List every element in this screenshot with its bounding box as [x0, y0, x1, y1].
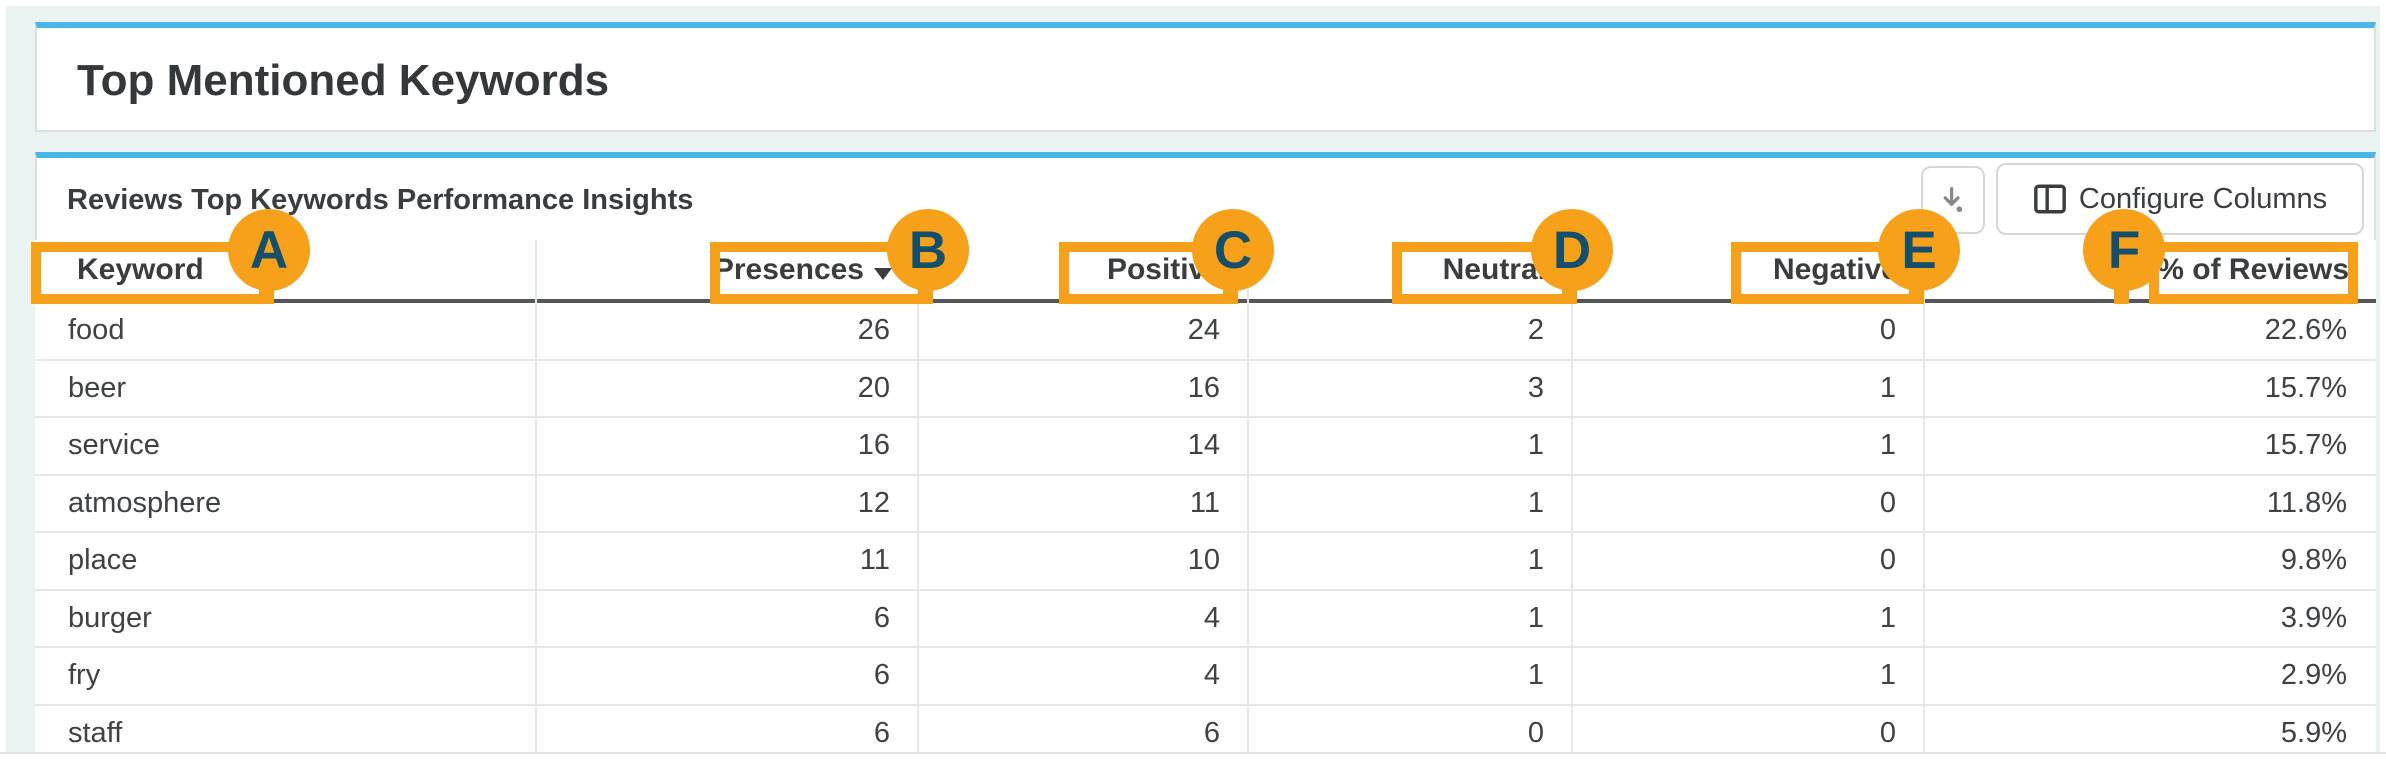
cell-staff-pct_of_reviews: 5.9% — [2280, 716, 2347, 749]
cell-beer-negative: 1 — [1879, 371, 1896, 404]
cell-beer-pct_of_reviews: 15.7% — [2264, 371, 2347, 404]
cell-fry-presences: 6 — [873, 659, 890, 692]
cell-beer-positive: 16 — [1187, 371, 1220, 404]
cell-staff-positive: 6 — [1203, 716, 1220, 749]
cell-service-pct_of_reviews: 15.7% — [2264, 429, 2347, 462]
cell-fry-negative: 1 — [1879, 659, 1896, 692]
cell-service-presences: 16 — [857, 429, 890, 462]
cell-beer-neutral: 3 — [1527, 371, 1544, 404]
cell-atmosphere-negative: 0 — [1879, 486, 1896, 519]
table-row-service: service 16 14 1 1 15.7% — [35, 418, 2376, 476]
column-header-presences[interactable]: Presences — [536, 240, 918, 299]
cell-service-keyword: service — [68, 429, 160, 462]
column-header-label: Presences — [713, 252, 864, 286]
table-row-place: place 11 10 1 0 9.8% — [35, 533, 2376, 591]
marker-box-f — [2149, 242, 2358, 304]
cell-staff-neutral: 0 — [1527, 716, 1544, 749]
cell-staff-presences: 6 — [873, 716, 890, 749]
marker-circle-d: D — [1531, 209, 1613, 291]
column-header-keyword[interactable]: Keyword — [35, 240, 536, 299]
column-separator — [1247, 240, 1249, 754]
cell-food-keyword: food — [68, 314, 125, 347]
configure-columns-button[interactable]: Configure Columns — [1996, 163, 2364, 235]
cell-burger-positive: 4 — [1203, 601, 1220, 634]
download-icon — [1936, 182, 1970, 218]
column-separator — [1923, 240, 1925, 754]
cell-place-pct_of_reviews: 9.8% — [2280, 544, 2347, 577]
cell-burger-neutral: 1 — [1527, 601, 1544, 634]
cell-place-presences: 11 — [859, 544, 890, 577]
table-row-burger: burger 6 4 1 1 3.9% — [35, 590, 2376, 648]
column-header-label: % of Reviews — [2157, 252, 2349, 286]
table-row-staff: staff 6 6 0 0 5.9% — [35, 705, 2376, 760]
cell-beer-keyword: beer — [68, 371, 127, 404]
column-header-label: Negative — [1772, 252, 1898, 286]
cell-food-presences: 26 — [857, 314, 890, 347]
cell-fry-keyword: fry — [68, 659, 101, 692]
table-row-fry: fry 6 4 1 1 2.9% — [35, 648, 2376, 706]
cell-place-negative: 0 — [1879, 544, 1896, 577]
table-row-beer: beer 20 16 3 1 15.7% — [35, 360, 2376, 418]
columns-icon — [2033, 183, 2067, 215]
cell-food-pct_of_reviews: 22.6% — [2264, 314, 2347, 347]
column-header-neutral[interactable]: Neutral — [1248, 240, 1572, 299]
table-row-food: food 26 24 2 0 22.6% — [35, 303, 2376, 361]
cell-atmosphere-keyword: atmosphere — [68, 486, 222, 519]
sort-desc-icon — [874, 267, 892, 280]
cell-burger-pct_of_reviews: 3.9% — [2280, 601, 2347, 634]
cell-atmosphere-pct_of_reviews: 11.8% — [2266, 486, 2347, 519]
column-separator — [535, 240, 537, 754]
marker-circle-e: E — [1878, 209, 1960, 291]
cell-burger-keyword: burger — [68, 601, 152, 634]
marker-circle-a: A — [228, 209, 310, 291]
marker-circle-c: C — [1192, 209, 1274, 291]
cell-food-negative: 0 — [1879, 314, 1896, 347]
cell-fry-neutral: 1 — [1527, 659, 1544, 692]
panel-title: Reviews Top Keywords Performance Insight… — [67, 184, 694, 216]
table-row-atmosphere: atmosphere 12 11 1 0 11.8% — [35, 475, 2376, 533]
cell-burger-presences: 6 — [873, 601, 890, 634]
cell-fry-positive: 4 — [1203, 659, 1220, 692]
cell-place-neutral: 1 — [1527, 544, 1544, 577]
cell-place-keyword: place — [68, 544, 138, 577]
table-body: food 26 24 2 0 22.6% beer 20 16 3 1 15.7% service 16 1… — [35, 303, 2376, 760]
marker-circle-f: F — [2083, 209, 2165, 291]
marker-circle-b: B — [887, 209, 969, 291]
cell-staff-keyword: staff — [68, 716, 123, 749]
cell-service-neutral: 1 — [1527, 429, 1544, 462]
cell-food-positive: 24 — [1187, 314, 1220, 347]
column-header-negative[interactable]: Negative — [1572, 240, 1924, 299]
cell-food-neutral: 2 — [1527, 314, 1544, 347]
top-mentioned-keywords-card: Top Mentioned Keywords — [35, 22, 2376, 132]
cell-service-positive: 14 — [1187, 429, 1220, 462]
column-separator — [917, 240, 919, 754]
cell-atmosphere-presences: 12 — [857, 486, 890, 519]
cell-fry-pct_of_reviews: 2.9% — [2280, 659, 2347, 692]
cell-beer-presences: 20 — [857, 371, 890, 404]
column-separator — [1571, 240, 1573, 754]
column-header-label: Neutral — [1442, 252, 1546, 286]
keywords-table: Keyword Presences Positive Neutral Negative%… — [35, 240, 2376, 760]
bottom-frame-edge — [0, 752, 2386, 760]
page-title: Top Mentioned Keywords — [77, 56, 610, 105]
cell-place-positive: 10 — [1187, 544, 1220, 577]
cell-atmosphere-positive: 11 — [1189, 486, 1220, 519]
cell-staff-negative: 0 — [1879, 716, 1896, 749]
cell-burger-negative: 1 — [1879, 601, 1896, 634]
column-header-label: Keyword — [77, 252, 204, 286]
cell-atmosphere-neutral: 1 — [1527, 486, 1544, 519]
cell-service-negative: 1 — [1879, 429, 1896, 462]
column-header-pct_of_reviews[interactable]: % of Reviews — [1924, 240, 2375, 299]
